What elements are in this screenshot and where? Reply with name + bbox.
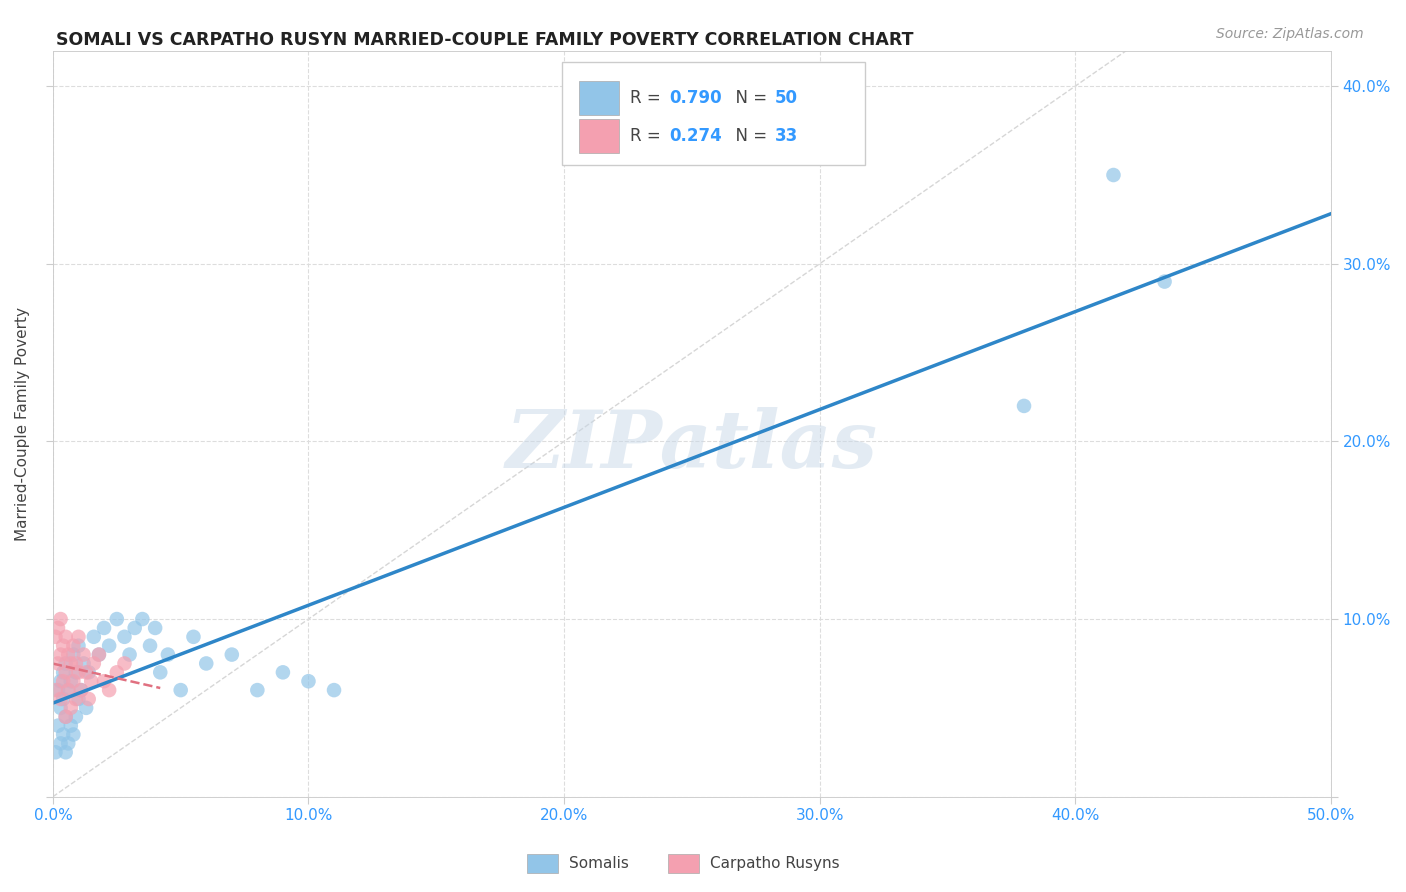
Point	[139, 639, 162, 653]
Point	[58, 683, 80, 698]
Point	[75, 701, 97, 715]
Point	[271, 665, 294, 680]
Point	[46, 621, 69, 635]
Text: Carpatho Rusyns: Carpatho Rusyns	[710, 856, 839, 871]
Point	[62, 674, 84, 689]
Point	[114, 657, 136, 671]
Text: Source: ZipAtlas.com: Source: ZipAtlas.com	[1216, 27, 1364, 41]
Text: N =: N =	[725, 128, 773, 145]
Text: Somalis: Somalis	[569, 856, 630, 871]
Point	[49, 674, 72, 689]
Text: 33: 33	[775, 128, 799, 145]
Point	[149, 665, 172, 680]
Point	[62, 648, 84, 662]
Point	[62, 639, 84, 653]
Point	[49, 692, 72, 706]
Point	[1012, 399, 1035, 413]
Point	[44, 630, 66, 644]
Point	[65, 710, 87, 724]
Point	[49, 701, 72, 715]
Point	[62, 727, 84, 741]
Point	[83, 657, 105, 671]
Point	[1102, 168, 1125, 182]
Text: ZIPatlas: ZIPatlas	[506, 408, 877, 485]
Point	[323, 683, 346, 698]
Point	[67, 665, 90, 680]
Point	[55, 630, 77, 644]
Point	[77, 665, 100, 680]
Point	[52, 639, 75, 653]
Point	[67, 630, 90, 644]
Text: 0.274: 0.274	[669, 128, 723, 145]
Point	[87, 648, 110, 662]
Point	[170, 683, 193, 698]
Point	[72, 657, 94, 671]
Point	[52, 665, 75, 680]
Point	[93, 674, 115, 689]
Text: R =: R =	[630, 128, 666, 145]
Point	[83, 630, 105, 644]
Point	[67, 639, 90, 653]
Point	[65, 692, 87, 706]
Point	[58, 648, 80, 662]
Point	[1153, 275, 1175, 289]
Point	[65, 665, 87, 680]
Point	[58, 683, 80, 698]
Point	[44, 683, 66, 698]
Text: 50: 50	[775, 89, 797, 107]
Point	[70, 683, 93, 698]
Point	[105, 665, 128, 680]
Point	[49, 736, 72, 750]
Text: 0.790: 0.790	[669, 89, 721, 107]
Point	[55, 710, 77, 724]
Point	[44, 745, 66, 759]
Point	[75, 665, 97, 680]
Point	[49, 612, 72, 626]
Point	[80, 674, 103, 689]
Point	[46, 683, 69, 698]
Point	[183, 630, 205, 644]
Point	[297, 674, 319, 689]
Point	[59, 701, 82, 715]
Point	[46, 718, 69, 732]
Point	[55, 710, 77, 724]
Point	[98, 683, 121, 698]
Point	[59, 674, 82, 689]
Point	[143, 621, 166, 635]
Point	[114, 630, 136, 644]
Point	[52, 674, 75, 689]
Point	[156, 648, 179, 662]
Text: N =: N =	[725, 89, 773, 107]
Point	[59, 718, 82, 732]
Point	[221, 648, 243, 662]
Point	[55, 665, 77, 680]
Point	[87, 648, 110, 662]
Point	[105, 612, 128, 626]
Text: SOMALI VS CARPATHO RUSYN MARRIED-COUPLE FAMILY POVERTY CORRELATION CHART: SOMALI VS CARPATHO RUSYN MARRIED-COUPLE …	[56, 31, 914, 49]
Point	[55, 657, 77, 671]
Y-axis label: Married-Couple Family Poverty: Married-Couple Family Poverty	[15, 307, 30, 541]
Point	[52, 692, 75, 706]
Point	[131, 612, 153, 626]
Point	[52, 727, 75, 741]
Point	[93, 621, 115, 635]
Point	[195, 657, 218, 671]
Point	[77, 692, 100, 706]
Point	[67, 692, 90, 706]
Point	[58, 736, 80, 750]
Point	[49, 648, 72, 662]
Point	[98, 639, 121, 653]
Point	[59, 657, 82, 671]
Text: R =: R =	[630, 89, 666, 107]
Point	[246, 683, 269, 698]
Point	[46, 657, 69, 671]
Point	[72, 648, 94, 662]
Point	[118, 648, 141, 662]
Point	[124, 621, 146, 635]
Point	[65, 657, 87, 671]
Point	[55, 745, 77, 759]
Point	[70, 683, 93, 698]
